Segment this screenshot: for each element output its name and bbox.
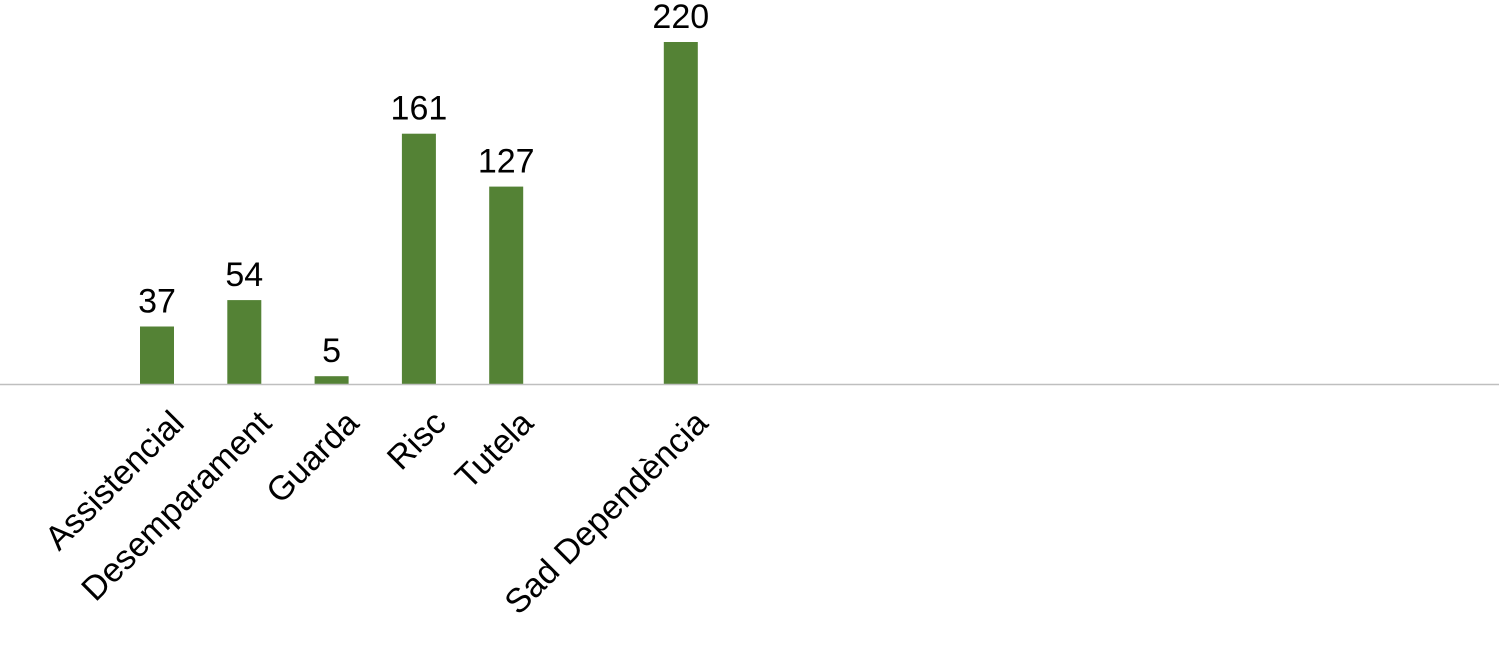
data-label-risc: 161 bbox=[391, 90, 448, 128]
bar-tutela bbox=[489, 186, 524, 384]
bar-sad-dependencia bbox=[663, 42, 698, 384]
bar-desemparament bbox=[227, 300, 262, 384]
bar-assistencial bbox=[140, 326, 174, 384]
data-label-assistencial: 37 bbox=[138, 283, 176, 321]
data-label-tutela: 127 bbox=[478, 143, 535, 181]
data-label-desemparament: 54 bbox=[225, 256, 263, 294]
bar-risc bbox=[401, 133, 436, 384]
data-label-guarda: 5 bbox=[322, 332, 341, 370]
data-label-sad-dependencia: 220 bbox=[652, 0, 709, 36]
category-label-risc: Risc bbox=[380, 404, 454, 478]
category-label-tutela: Tutela bbox=[448, 404, 541, 497]
category-label-guarda: Guarda bbox=[259, 404, 366, 511]
bars-layer bbox=[140, 42, 698, 384]
bar-guarda bbox=[314, 376, 349, 384]
data-labels-layer: 37 54 5 161 127 220 bbox=[138, 0, 709, 370]
